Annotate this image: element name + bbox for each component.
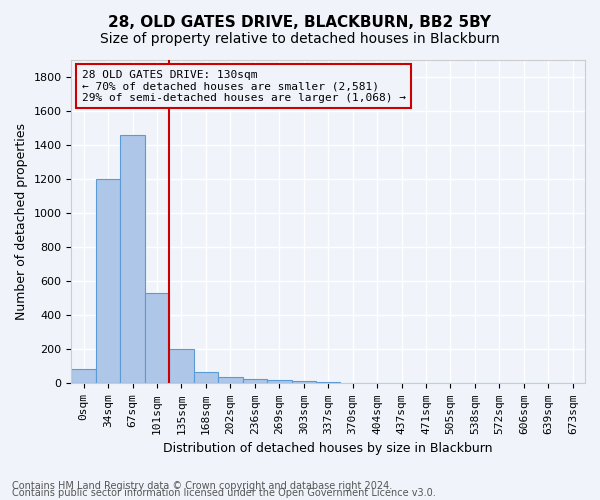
Bar — [145, 293, 169, 384]
Text: Contains public sector information licensed under the Open Government Licence v3: Contains public sector information licen… — [12, 488, 436, 498]
Y-axis label: Number of detached properties: Number of detached properties — [15, 123, 28, 320]
Bar — [242, 378, 267, 384]
Bar — [267, 380, 292, 384]
Text: Contains HM Land Registry data © Crown copyright and database right 2024.: Contains HM Land Registry data © Crown c… — [12, 481, 392, 491]
X-axis label: Distribution of detached houses by size in Blackburn: Distribution of detached houses by size … — [163, 442, 493, 455]
Text: 28 OLD GATES DRIVE: 130sqm
← 70% of detached houses are smaller (2,581)
29% of s: 28 OLD GATES DRIVE: 130sqm ← 70% of deta… — [82, 70, 406, 103]
Text: Size of property relative to detached houses in Blackburn: Size of property relative to detached ho… — [100, 32, 500, 46]
Bar — [71, 369, 96, 384]
Bar — [121, 135, 145, 384]
Bar — [169, 350, 194, 384]
Bar — [340, 383, 365, 384]
Bar — [194, 372, 218, 384]
Bar — [316, 382, 340, 384]
Bar — [218, 377, 242, 384]
Bar — [96, 179, 121, 384]
Bar — [292, 380, 316, 384]
Text: 28, OLD GATES DRIVE, BLACKBURN, BB2 5BY: 28, OLD GATES DRIVE, BLACKBURN, BB2 5BY — [109, 15, 491, 30]
